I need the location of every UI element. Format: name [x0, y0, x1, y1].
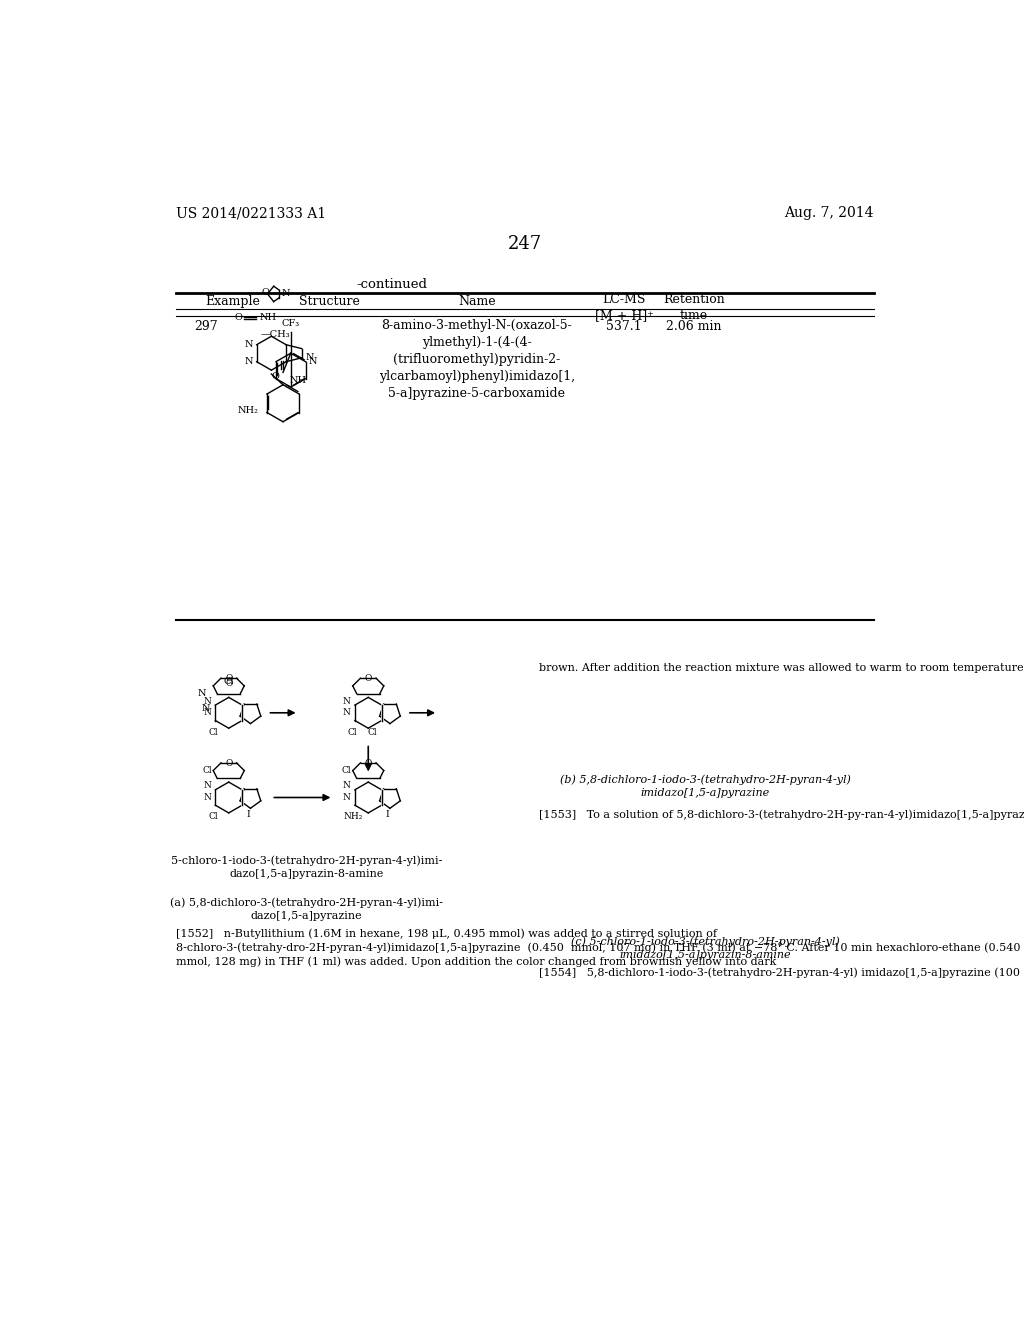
Text: N: N [282, 289, 290, 298]
Text: Cl: Cl [223, 677, 234, 686]
Text: O: O [271, 372, 280, 380]
Text: 297: 297 [194, 321, 217, 333]
Text: Cl: Cl [202, 766, 212, 775]
Text: NH: NH [289, 376, 306, 384]
Text: Cl: Cl [209, 727, 218, 737]
Text: NH₂: NH₂ [238, 407, 259, 416]
Text: Retention
time: Retention time [663, 293, 725, 322]
Text: [1553]   To a solution of 5,8-dichloro-3-(tetrahydro-2H-py-ran-4-yl)imidazo[1,5-: [1553] To a solution of 5,8-dichloro-3-(… [539, 809, 1024, 820]
Text: LC-MS
[M + H]⁺: LC-MS [M + H]⁺ [595, 293, 653, 322]
Text: N: N [198, 689, 206, 698]
Text: N: N [343, 781, 350, 791]
Text: O: O [234, 313, 242, 322]
Text: US 2014/0221333 A1: US 2014/0221333 A1 [176, 206, 327, 220]
Text: O: O [365, 675, 372, 684]
Text: N: N [245, 341, 253, 350]
Text: N: N [203, 793, 211, 803]
Text: [1552]   n-Butyllithium (1.6M in hexane, 198 μL, 0.495 mmol) was added to a stir: [1552] n-Butyllithium (1.6M in hexane, 1… [176, 928, 1021, 968]
Text: Example: Example [206, 296, 260, 309]
Text: 8-amino-3-methyl-N-(oxazol-5-
ylmethyl)-1-(4-(4-
(trifluoromethyl)pyridin-2-
ylc: 8-amino-3-methyl-N-(oxazol-5- ylmethyl)-… [379, 318, 574, 400]
Text: 2.06 min: 2.06 min [666, 321, 722, 333]
Text: I: I [386, 810, 389, 818]
Text: Cl: Cl [368, 727, 377, 737]
Text: I: I [247, 810, 250, 818]
Text: N: N [308, 358, 317, 366]
Text: N: N [203, 781, 211, 791]
Text: N: N [245, 358, 253, 366]
Text: Cl: Cl [342, 766, 351, 775]
Text: O: O [261, 288, 269, 297]
Text: NH₂: NH₂ [343, 812, 362, 821]
Text: -continued: -continued [356, 277, 427, 290]
Text: N: N [343, 709, 350, 717]
Text: Aug. 7, 2014: Aug. 7, 2014 [784, 206, 873, 220]
Text: [1554]   5,8-dichloro-1-iodo-3-(tetrahydro-2H-pyran-4-yl) imidazo[1,5-a]pyrazine: [1554] 5,8-dichloro-1-iodo-3-(tetrahydro… [539, 966, 1024, 978]
Text: O: O [225, 678, 232, 688]
Text: N: N [343, 793, 350, 803]
Text: —CH₃: —CH₃ [260, 330, 290, 339]
Text: N: N [305, 352, 314, 362]
Text: 537.1: 537.1 [606, 321, 642, 333]
Text: N: N [203, 709, 211, 717]
Text: CF₃: CF₃ [282, 319, 300, 327]
Text: N: N [343, 697, 350, 706]
Text: (c) 5-chloro-1-iodo-3-(tetrahydro-2H-pyran-4-yl)
imidazo[1,5-a]pyrazin-8-amine: (c) 5-chloro-1-iodo-3-(tetrahydro-2H-pyr… [571, 936, 840, 960]
Text: Cl: Cl [209, 812, 218, 821]
Text: O: O [365, 759, 372, 768]
Text: N: N [202, 705, 210, 713]
Text: Structure: Structure [299, 296, 359, 309]
Text: 247: 247 [508, 235, 542, 253]
Text: 5-chloro-1-iodo-3-(tetrahydro-2H-pyran-4-yl)imi-
dazo[1,5-a]pyrazin-8-amine: 5-chloro-1-iodo-3-(tetrahydro-2H-pyran-4… [171, 855, 442, 879]
Text: (a) 5,8-dichloro-3-(tetrahydro-2H-pyran-4-yl)imi-
dazo[1,5-a]pyrazine: (a) 5,8-dichloro-3-(tetrahydro-2H-pyran-… [170, 898, 442, 921]
Text: O: O [225, 759, 232, 768]
Text: NH: NH [260, 313, 276, 322]
Text: O: O [225, 675, 232, 684]
Text: Name: Name [458, 296, 496, 309]
Text: (b) 5,8-dichloro-1-iodo-3-(tetrahydro-2H-pyran-4-yl)
imidazo[1,5-a]pyrazine: (b) 5,8-dichloro-1-iodo-3-(tetrahydro-2H… [560, 775, 851, 799]
Text: brown. After addition the reaction mixture was allowed to warm to room temperatu: brown. After addition the reaction mixtu… [539, 663, 1024, 673]
Text: N: N [203, 697, 211, 706]
Text: Cl: Cl [348, 727, 357, 737]
